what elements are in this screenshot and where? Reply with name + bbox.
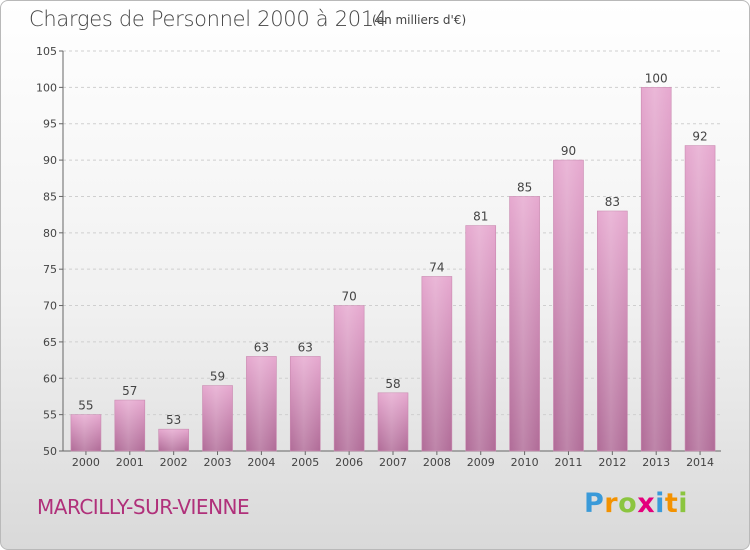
data-label: 85 <box>517 180 532 194</box>
bars: 55 57 53 59 63 63 70 58 74 81 85 90 83 100 92 <box>70 71 716 452</box>
bar-highlight <box>334 305 365 451</box>
data-label: 59 <box>210 370 225 384</box>
data-label: 92 <box>692 130 707 144</box>
x-tick-label: 2004 <box>247 456 275 469</box>
x-tick-label: 2000 <box>72 456 100 469</box>
data-label: 100 <box>645 71 668 85</box>
x-tick-label: 2010 <box>511 456 539 469</box>
data-label: 70 <box>341 290 356 304</box>
bar-highlight <box>158 429 189 451</box>
data-label: 58 <box>385 377 400 391</box>
y-tick-label: 65 <box>43 336 57 349</box>
y-tick-label: 100 <box>36 81 57 94</box>
logo-letter: i <box>655 488 665 519</box>
x-tick-label: 2009 <box>467 456 495 469</box>
logo-letter: x <box>637 488 656 519</box>
x-tick-label: 2011 <box>554 456 582 469</box>
axes: 50 55 60 65 70 75 80 85 90 95 100 105 2000 2001 2002 20… <box>36 45 721 469</box>
bar-highlight <box>202 385 233 451</box>
x-tick-label: 2013 <box>642 456 670 469</box>
x-tick-label: 2003 <box>204 456 232 469</box>
data-label: 74 <box>429 260 444 274</box>
bar-highlight <box>465 225 496 451</box>
y-tick-label: 60 <box>43 372 57 385</box>
y-tick-label: 55 <box>43 409 57 422</box>
data-label: 83 <box>605 195 620 209</box>
bar-highlight <box>421 276 452 451</box>
data-label: 63 <box>298 340 313 354</box>
bar-highlight <box>685 145 716 451</box>
y-tick-label: 80 <box>43 227 57 240</box>
x-tick-label: 2007 <box>379 456 407 469</box>
proxiti-logo: Proxiti <box>584 488 688 519</box>
y-tick-label: 85 <box>43 190 57 203</box>
y-tick-label: 95 <box>43 118 57 131</box>
chart-subtitle: (en milliers d'€) <box>372 13 467 27</box>
bar-highlight <box>597 211 628 451</box>
data-label: 63 <box>254 340 269 354</box>
bar-highlight <box>290 356 321 451</box>
y-tick-label: 90 <box>43 154 57 167</box>
bar-highlight <box>641 87 672 451</box>
y-tick-label: 75 <box>43 263 57 276</box>
bar-highlight <box>378 392 408 451</box>
logo-letter: i <box>678 488 689 519</box>
logo-letter: P <box>584 488 605 519</box>
x-tick-label: 2008 <box>423 456 451 469</box>
data-label: 55 <box>78 399 93 413</box>
data-label: 53 <box>166 413 181 427</box>
logo-letter: r <box>604 488 619 519</box>
logo-letter: o <box>618 488 638 519</box>
x-tick-label: 2006 <box>335 456 363 469</box>
data-label: 90 <box>561 144 576 158</box>
bar-highlight <box>70 414 101 451</box>
x-tick-label: 2005 <box>291 456 319 469</box>
bar-highlight <box>246 356 277 451</box>
y-tick-label: 50 <box>43 445 57 458</box>
data-label: 57 <box>122 384 137 398</box>
y-tick-label: 70 <box>43 300 57 313</box>
commune-name: MARCILLY-SUR-VIENNE <box>37 495 250 519</box>
x-tick-label: 2001 <box>116 456 144 469</box>
bar-highlight <box>114 400 145 451</box>
y-tick-label: 105 <box>36 45 57 58</box>
x-tick-label: 2014 <box>686 456 714 469</box>
data-label: 81 <box>473 210 488 224</box>
logo-letter: t <box>664 488 679 519</box>
x-tick-label: 2012 <box>598 456 626 469</box>
x-tick-label: 2002 <box>160 456 188 469</box>
chart-title: Charges de Personnel 2000 à 2014 <box>29 7 387 31</box>
bar-highlight <box>509 196 540 451</box>
bar-highlight <box>553 160 584 451</box>
